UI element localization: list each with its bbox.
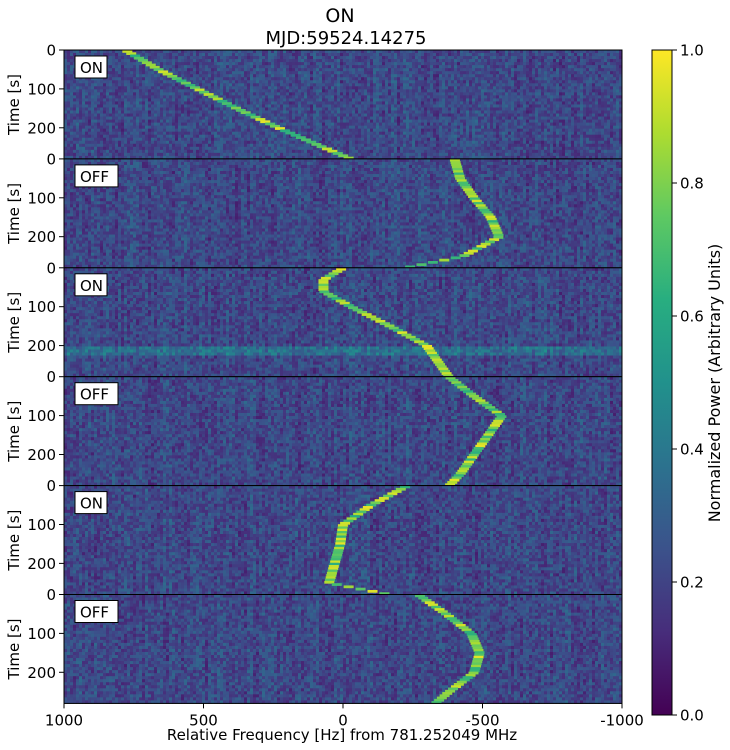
- noise-field: [64, 376, 623, 487]
- x-axis: 1000 500 0 -500 -1000: [45, 703, 644, 729]
- panel-label-text: OFF: [80, 386, 109, 404]
- panel-label: ON: [74, 491, 108, 515]
- y-tick-label: 100: [27, 189, 56, 207]
- y-axis-label: Time [s]: [5, 401, 23, 463]
- y-tick-label: 100: [27, 516, 56, 534]
- y-tick-label: 0: [46, 368, 56, 386]
- panel-label: ON: [74, 273, 108, 297]
- y-tick-label: 200: [27, 337, 56, 355]
- x-tick-label: 1000: [45, 711, 83, 729]
- panel-label: ON: [74, 55, 108, 79]
- signal-track: [405, 158, 504, 269]
- y-tick-label: 100: [27, 407, 56, 425]
- y-tick-label: 200: [27, 228, 56, 246]
- y-axis-label: Time [s]: [5, 183, 23, 245]
- colorbar-tick-label: 1.0: [680, 42, 704, 60]
- x-tick-label: -1000: [600, 711, 644, 729]
- y-tick-label: 200: [27, 664, 56, 682]
- y-tick-label: 100: [27, 298, 56, 316]
- colorbar-tick-label: 0.0: [680, 707, 704, 725]
- panel-label-text: OFF: [80, 168, 109, 186]
- y-tick-label: 100: [27, 625, 56, 643]
- noise-field: [64, 267, 623, 378]
- signal-track: [324, 485, 411, 595]
- panel-label: OFF: [74, 164, 119, 188]
- y-axis-label: Time [s]: [5, 619, 23, 681]
- y-axis-label: Time [s]: [5, 292, 23, 354]
- y-tick-label: 100: [27, 80, 56, 98]
- noise-field: [64, 485, 623, 595]
- colorbar-label: Normalized Power (Arbitrary Units): [705, 244, 724, 523]
- signal-track: [318, 267, 454, 378]
- y-tick-label: 0: [46, 259, 56, 277]
- panel-label-text: ON: [80, 495, 103, 513]
- y-tick-label: 200: [27, 555, 56, 573]
- y-tick-label: 0: [46, 477, 56, 495]
- x-axis-label: Relative Frequency [Hz] from 781.252049 …: [167, 726, 517, 744]
- y-tick-label: 0: [46, 42, 56, 60]
- y-tick-label: 200: [27, 446, 56, 464]
- panel-label-text: OFF: [80, 604, 109, 622]
- colorbar-tick-label: 0.8: [680, 175, 704, 193]
- noise-field: [64, 50, 623, 160]
- panel-label-text: ON: [80, 277, 103, 295]
- panel-label-text: ON: [80, 59, 103, 77]
- y-axis-label: Time [s]: [5, 510, 23, 572]
- panel-label: OFF: [74, 382, 119, 406]
- y-tick-label: 0: [46, 150, 56, 168]
- colorbar-tick-label: 0.6: [680, 308, 704, 326]
- noise-field: [64, 594, 623, 704]
- x-tick-label: 0: [338, 711, 348, 729]
- panel-label: OFF: [74, 600, 119, 623]
- y-tick-label: 0: [46, 586, 56, 604]
- colorbar-tick-label: 0.4: [680, 441, 704, 459]
- chart-subtitle: MJD:59524.14275: [265, 28, 426, 49]
- signal-track: [122, 50, 354, 160]
- x-tick-label: -500: [465, 711, 499, 729]
- y-tick-label: 200: [27, 119, 56, 137]
- signal-track: [414, 594, 485, 704]
- chart-title: ON: [325, 5, 354, 27]
- noise-field: [64, 158, 623, 269]
- signal-track: [445, 376, 507, 487]
- colorbar: 0.0 0.2 0.4 0.6 0.8 1.0: [651, 42, 704, 725]
- colorbar-gradient: [651, 49, 673, 716]
- colorbar-tick-label: 0.2: [680, 574, 704, 592]
- x-tick-label: 500: [189, 711, 218, 729]
- y-axis-label: Time [s]: [5, 74, 23, 136]
